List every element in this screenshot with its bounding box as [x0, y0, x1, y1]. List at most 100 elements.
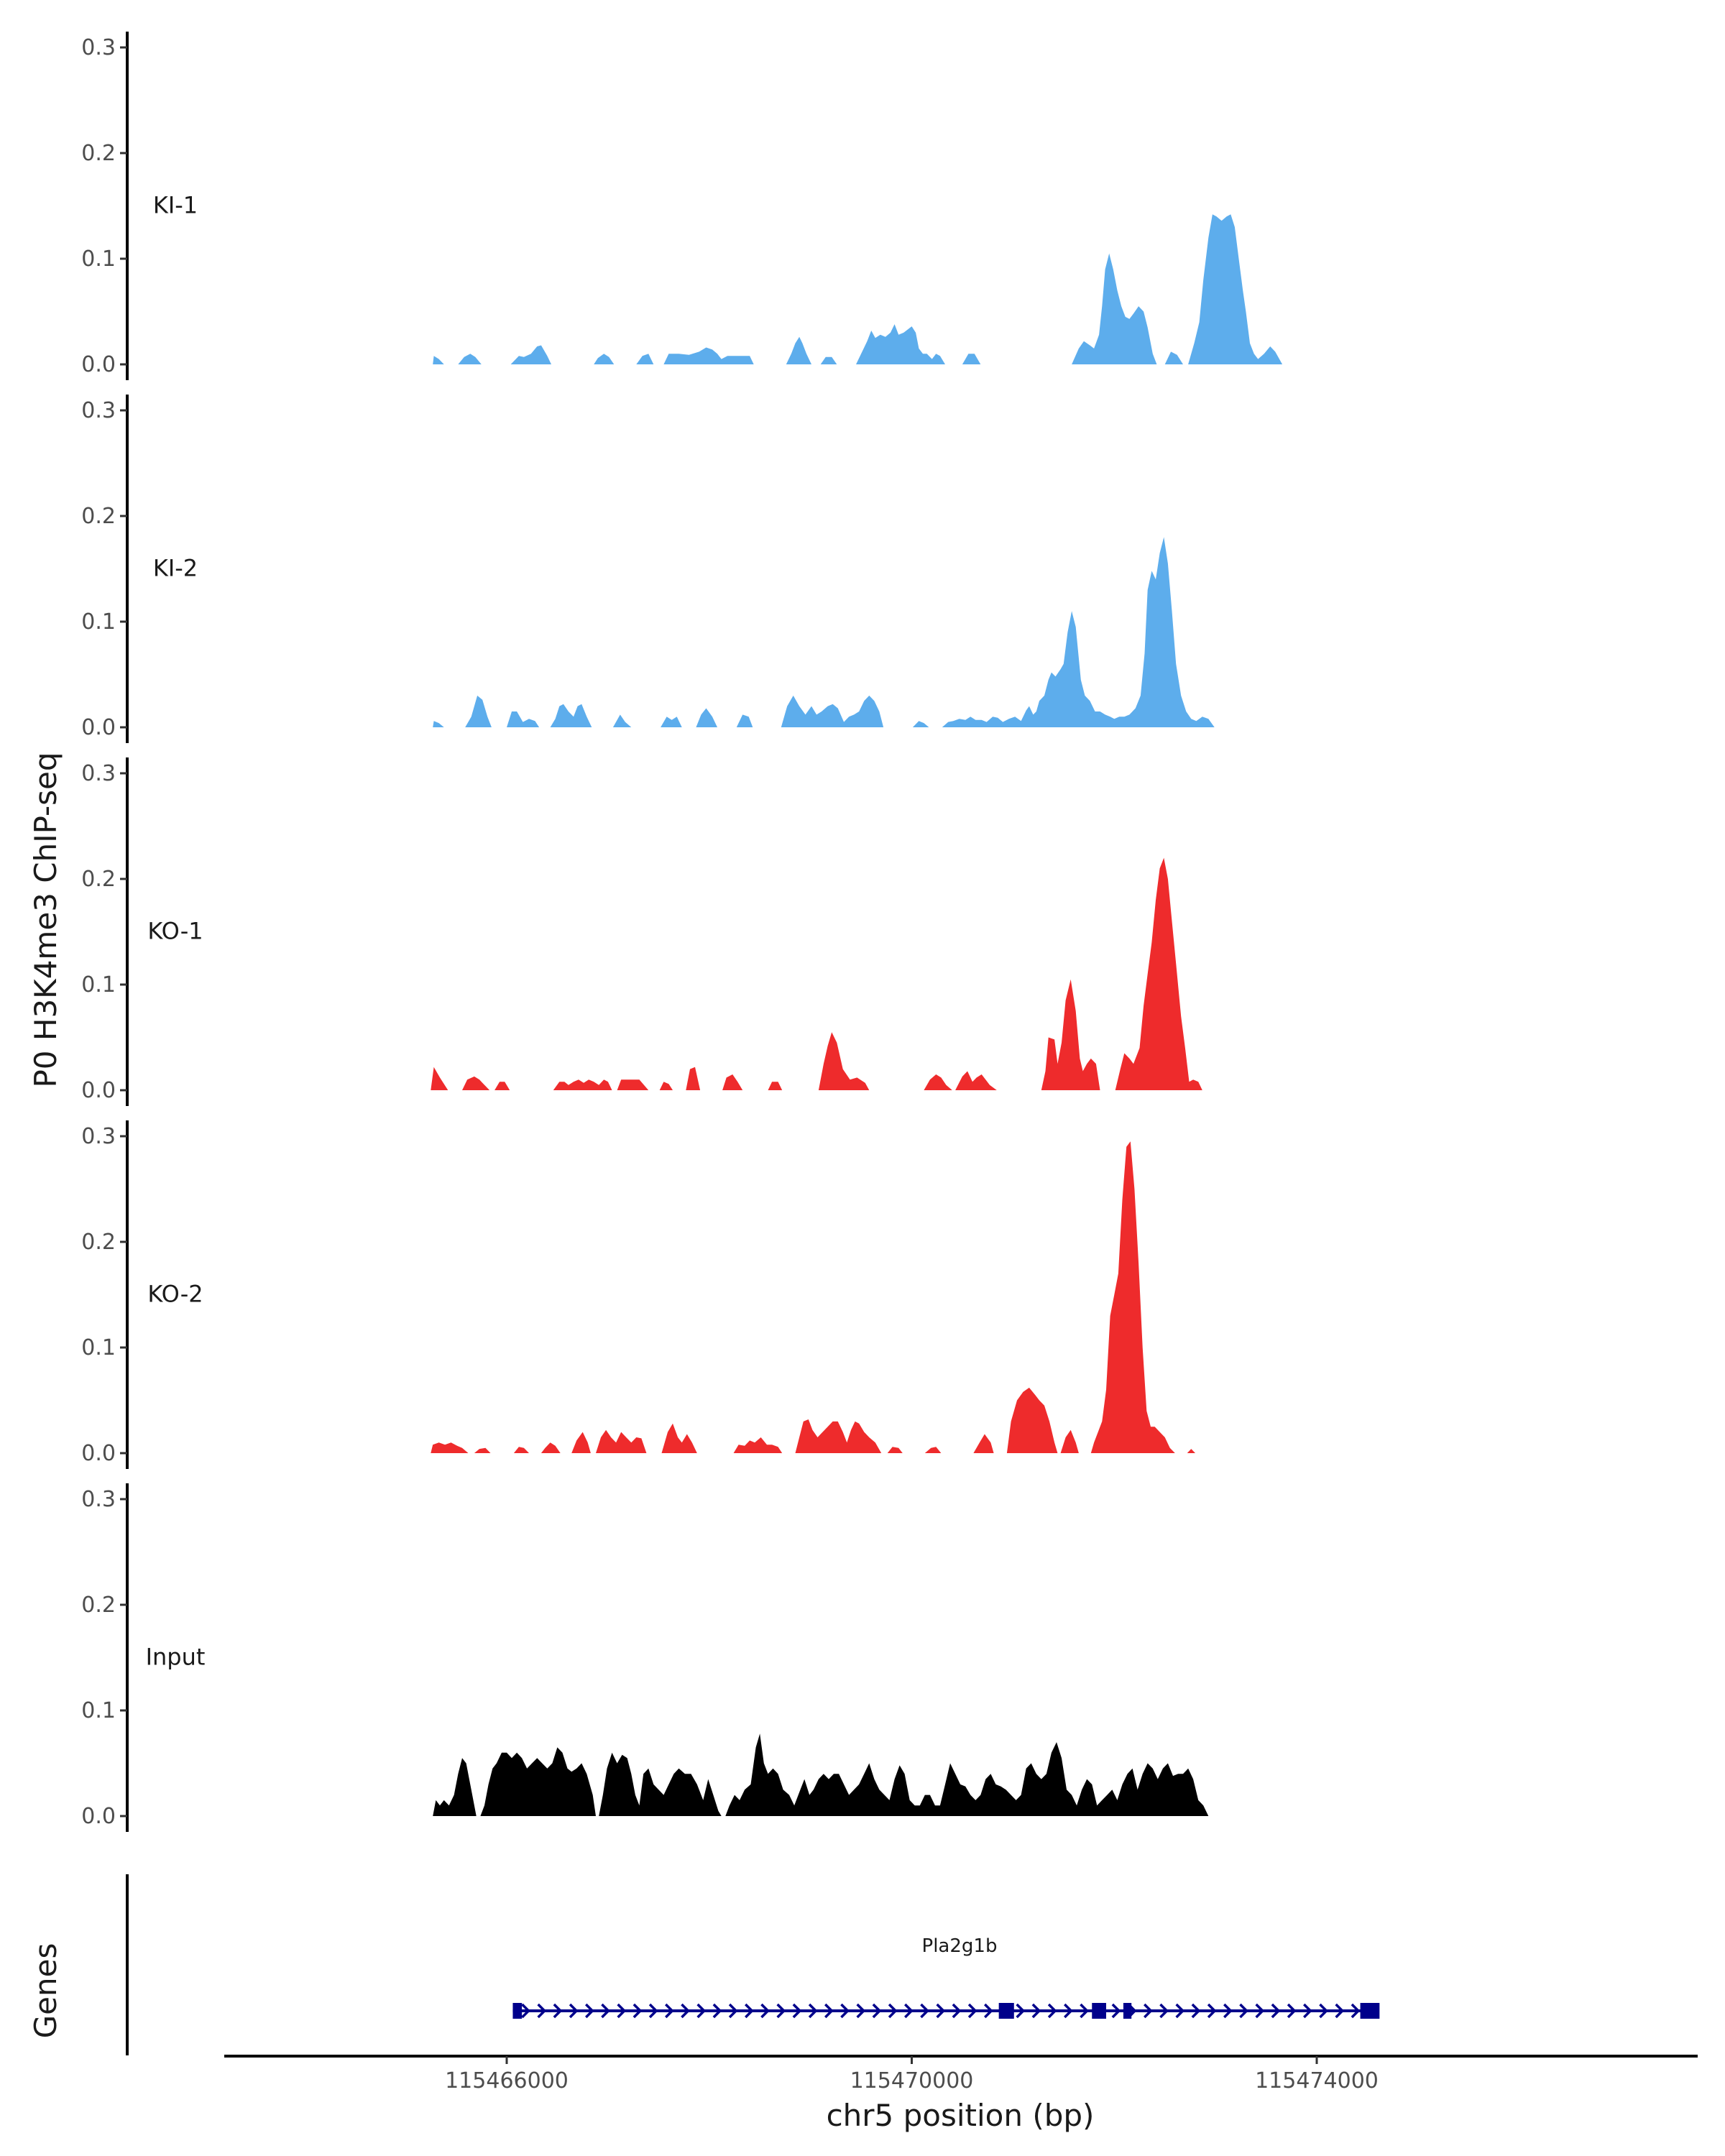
genes-panel-title: Genes [28, 1943, 63, 2039]
y-tick-label: 0.0 [81, 715, 116, 740]
y-tick-label: 0.0 [81, 1078, 116, 1103]
strand-arrow [521, 2003, 530, 2019]
y-tick-label: 0.2 [81, 504, 116, 529]
signal-area [431, 857, 1202, 1090]
strand-arrow [1271, 2003, 1281, 2019]
signal-area [433, 214, 1283, 364]
strand-arrow [967, 2003, 978, 2019]
x-axis: 115466000 115470000 115474000 [224, 2055, 1698, 2093]
strand-arrow [537, 2003, 547, 2019]
y-tick-label: 0.0 [81, 1804, 116, 1829]
track-ko-1: 0.0 0.1 0.2 0.3 KO-1 [81, 757, 1202, 1106]
strand-arrow [569, 2003, 579, 2019]
track-label: KO-2 [147, 1281, 203, 1308]
y-axis-title: P0 H3K4me3 ChIP-seq [28, 752, 63, 1087]
y-tick-label: 0.3 [81, 35, 116, 60]
strand-arrow [648, 2003, 658, 2019]
y-tick-label: 0.2 [81, 1593, 116, 1618]
y-tick-label: 0.1 [81, 609, 116, 635]
strand-arrow [776, 2003, 786, 2019]
gene-exon [512, 2003, 523, 2019]
y-tick-label: 0.2 [81, 1230, 116, 1255]
y-tick-label: 0.0 [81, 352, 116, 377]
track-ki-2: 0.0 0.1 0.2 0.3 KI-2 [81, 395, 1215, 743]
gene-exon [1092, 2003, 1106, 2019]
strand-arrow [712, 2003, 722, 2019]
tracks-layer: 0.00.10.20.3KI-10.00.10.20.3KI-20.00.10.… [81, 32, 1283, 1832]
signal-area [433, 1733, 1209, 1816]
strand-arrow [632, 2003, 643, 2019]
y-tick-label: 0.2 [81, 867, 116, 892]
track-label: Input [146, 1644, 206, 1671]
strand-arrow [1303, 2003, 1312, 2019]
x-axis-title: chr5 position (bp) [827, 2098, 1095, 2133]
gene-exon [1360, 2003, 1380, 2019]
strand-arrow [585, 2003, 594, 2019]
strand-arrow [1111, 2003, 1121, 2019]
strand-arrow [1031, 2003, 1041, 2019]
strand-arrow [920, 2003, 929, 2019]
strand-arrow [1080, 2003, 1089, 2019]
y-tick-label: 0.3 [81, 398, 116, 423]
strand-arrow [1287, 2003, 1297, 2019]
strand-arrow [1319, 2003, 1328, 2019]
track-label: KI-2 [153, 555, 198, 582]
track-ki-1: 0.0 0.1 0.2 0.3 KI-1 [81, 32, 1283, 380]
strand-arrow [1175, 2003, 1185, 2019]
y-tick-label: 0.1 [81, 972, 116, 998]
y-tick-label: 0.3 [81, 761, 116, 786]
strand-arrow [952, 2003, 962, 2019]
strand-arrow [1159, 2003, 1169, 2019]
strand-arrow [728, 2003, 738, 2019]
gene-model: Pla2g1b [512, 1935, 1380, 2019]
y-tick-label: 0.2 [81, 141, 116, 166]
signal-area [431, 1141, 1195, 1453]
strand-arrow [1144, 2003, 1153, 2019]
strand-arrow [792, 2003, 802, 2019]
track-label: KI-1 [153, 192, 198, 219]
strand-arrow [856, 2003, 866, 2019]
gene-exon [1123, 2003, 1132, 2019]
strand-arrow [824, 2003, 834, 2019]
strand-arrow [601, 2003, 610, 2019]
strand-arrow [553, 2003, 563, 2019]
track-input: 0.0 0.1 0.2 0.3 Input [81, 1483, 1209, 1832]
gene-name-label: Pla2g1b [922, 1935, 998, 1957]
strand-arrow [696, 2003, 707, 2019]
y-tick-label: 0.1 [81, 247, 116, 272]
strand-arrow [617, 2003, 627, 2019]
x-tick-label: 115474000 [1255, 2068, 1379, 2093]
strand-arrow [936, 2003, 946, 2019]
strand-arrow [1207, 2003, 1217, 2019]
x-tick-label: 115466000 [445, 2068, 569, 2093]
signal-area [433, 537, 1215, 727]
track-label: KO-1 [147, 918, 203, 945]
strand-arrow [1335, 2003, 1345, 2019]
strand-arrow [1047, 2003, 1057, 2019]
strand-arrow [840, 2003, 850, 2019]
strand-arrow [760, 2003, 770, 2019]
y-tick-label: 0.1 [81, 1335, 116, 1360]
strand-arrow [1191, 2003, 1201, 2019]
strand-arrow [872, 2003, 882, 2019]
x-tick-label: 115470000 [850, 2068, 974, 2093]
y-tick-label: 0.3 [81, 1124, 116, 1149]
strand-arrow [681, 2003, 690, 2019]
y-tick-label: 0.0 [81, 1441, 116, 1466]
genes-panel: Pla2g1b [126, 1874, 1380, 2055]
strand-arrow [904, 2003, 914, 2019]
strand-arrow [745, 2003, 754, 2019]
strand-arrow [1223, 2003, 1233, 2019]
strand-arrow [888, 2003, 898, 2019]
track-ko-2: 0.0 0.1 0.2 0.3 KO-2 [81, 1120, 1195, 1469]
strand-arrow [1255, 2003, 1265, 2019]
strand-arrow [984, 2003, 993, 2019]
y-tick-label: 0.3 [81, 1487, 116, 1512]
strand-arrow [1239, 2003, 1248, 2019]
strand-arrow [1016, 2003, 1026, 2019]
strand-arrow [665, 2003, 674, 2019]
y-tick-label: 0.1 [81, 1698, 116, 1723]
strand-arrow [1064, 2003, 1073, 2019]
strand-arrow [1351, 2003, 1361, 2019]
